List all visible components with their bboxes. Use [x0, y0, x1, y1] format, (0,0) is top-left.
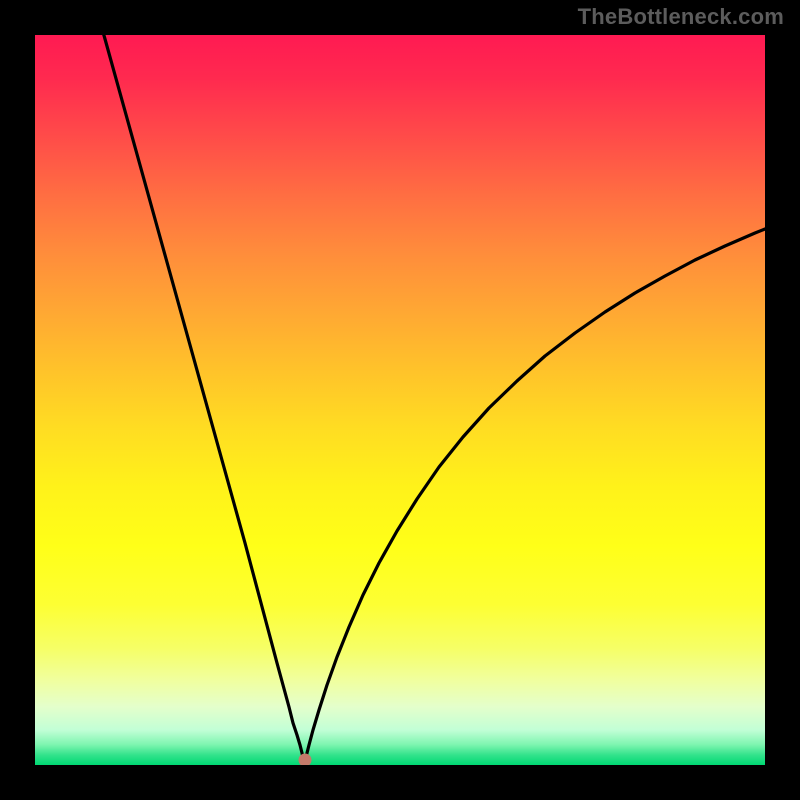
watermark-text: TheBottleneck.com	[578, 4, 784, 30]
plot-area	[35, 35, 765, 765]
chart-container: TheBottleneck.com	[0, 0, 800, 800]
optimum-marker	[299, 753, 312, 765]
bottleneck-curve	[35, 35, 765, 765]
